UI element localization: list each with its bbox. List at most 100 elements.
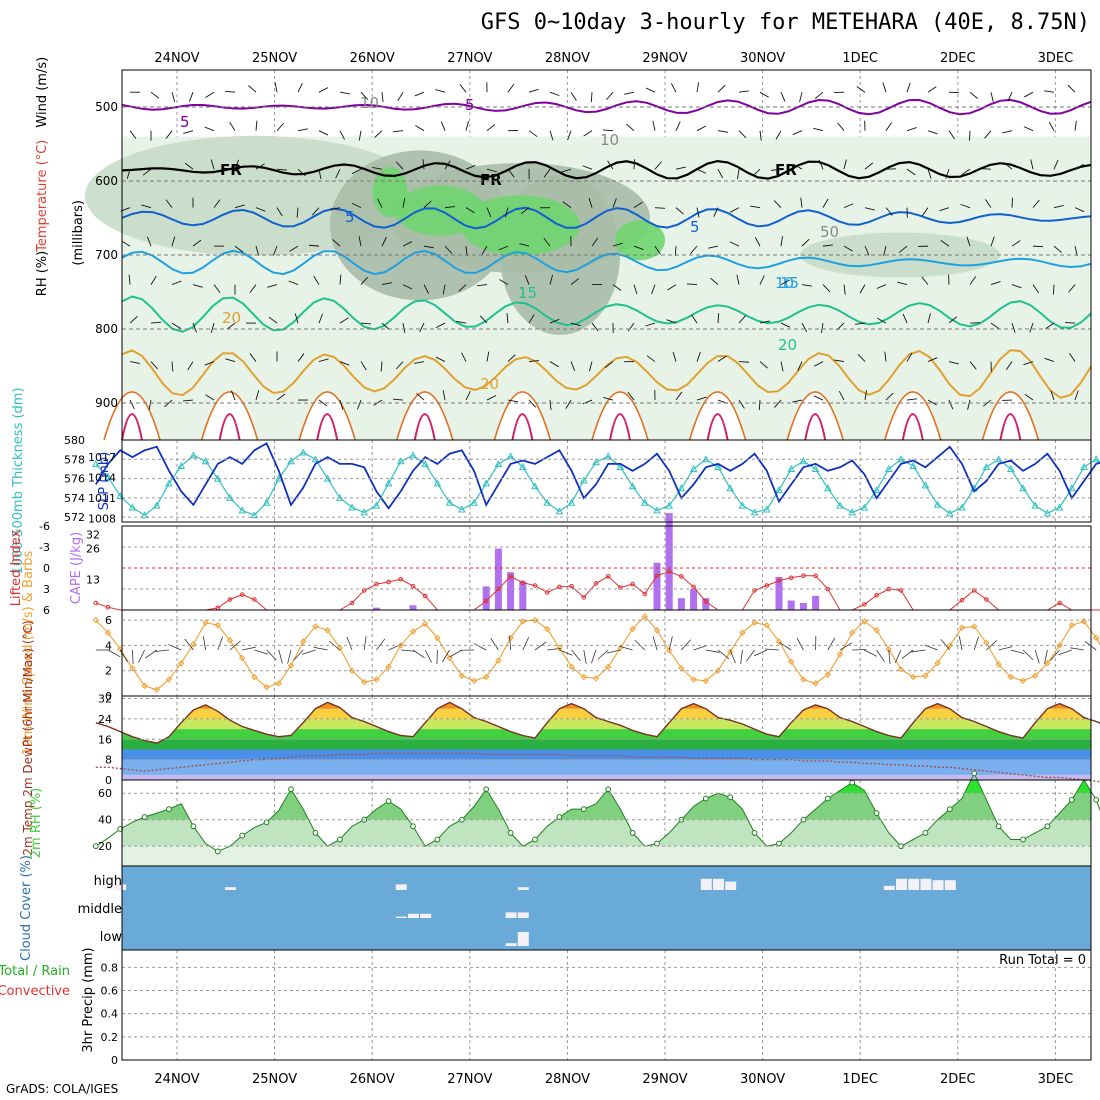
wind-barb (567, 130, 572, 141)
surface-wind-barb (412, 649, 425, 659)
wind-speed-point (812, 680, 819, 687)
cape-bar (677, 598, 685, 610)
rh-point (1020, 836, 1026, 843)
wind-barb (864, 390, 868, 401)
wind-barb (504, 207, 509, 218)
cloud-bar (395, 916, 407, 918)
cloud-bar (115, 884, 127, 890)
thickness-point (1067, 484, 1076, 492)
wind-barb (205, 91, 215, 98)
thickness-point (689, 464, 698, 472)
cloud-bar (713, 878, 724, 890)
rh-point (629, 830, 636, 836)
cloud-bar (103, 884, 114, 890)
temp-band (122, 718, 1091, 730)
warm-arc (591, 391, 649, 441)
wind-barb (736, 169, 740, 180)
rh-point (702, 795, 709, 802)
wind-barb (583, 130, 593, 137)
wind-barb (780, 92, 786, 102)
wind-barb (402, 284, 413, 290)
thickness-point (1019, 484, 1027, 492)
wind-barb (1048, 121, 1055, 131)
tick-label-precip: 0.6 (101, 985, 119, 998)
wind-barb (204, 126, 215, 132)
cape-bar (812, 595, 820, 610)
cape-bar (482, 586, 490, 610)
warm-arc (786, 391, 844, 441)
tick-label-slp: 1014 (88, 472, 116, 485)
wind-barb (423, 245, 434, 249)
thickness-point (177, 462, 186, 470)
wind-barb (456, 320, 467, 324)
wind-speed-point (531, 616, 539, 624)
isotherm-line (121, 159, 1092, 180)
surface-wind-barb (876, 649, 885, 662)
wind-barb (1032, 199, 1040, 208)
thickness-point (250, 511, 259, 519)
cloud-level-label: middle (78, 902, 122, 917)
date-label-bottom: 25NOV (252, 1072, 297, 1087)
wind-barb (402, 241, 413, 247)
cape-bar (690, 588, 698, 610)
wind-barb (969, 91, 978, 99)
surface-wind-barb (376, 638, 386, 651)
rh-point (1068, 796, 1075, 803)
wind-barb (351, 168, 362, 175)
wind-barb (775, 130, 782, 140)
wind-barb (360, 91, 369, 100)
thickness-point (726, 484, 735, 492)
contour-label: FR (220, 161, 242, 179)
wind-barb (717, 84, 726, 93)
wind-barb (171, 92, 176, 102)
wind-barb (752, 168, 761, 177)
wind-speed-point (897, 666, 905, 673)
wind-barb (1053, 284, 1055, 295)
surface-wind-barb (242, 646, 256, 651)
tick-label-temp: 8 (105, 754, 112, 767)
tick-label-wind: 6 (105, 614, 112, 627)
tick-label-slp: 1011 (88, 492, 116, 505)
surface-wind-barb (1010, 649, 1025, 655)
wind-barb (276, 393, 286, 401)
wind-barb (276, 207, 283, 217)
wind-speed-point (946, 642, 954, 649)
surface-wind-barb (278, 649, 283, 664)
wind-barb (549, 318, 560, 324)
cape-bar (653, 562, 661, 610)
wind-barb (289, 245, 299, 252)
rh-shade-blob (615, 220, 665, 261)
tick-label-thickness: 576 (64, 473, 85, 486)
axis-title-wind: Wind (m/s) (35, 57, 50, 128)
thickness-point (470, 498, 478, 506)
thickness-point (665, 501, 674, 509)
date-label-top: 1DEC (842, 51, 878, 66)
thickness-point (823, 484, 832, 492)
wind-barb (465, 246, 468, 257)
wind-speed-point (238, 654, 246, 662)
wind-barb (859, 284, 866, 294)
cloud-bar (408, 913, 419, 918)
wind-barb (588, 361, 593, 372)
tick-label-wind: 0 (105, 690, 112, 703)
wind-barb (183, 130, 194, 134)
wind-barb (234, 159, 240, 170)
cloud-bar (932, 880, 944, 890)
surface-wind-barb (203, 636, 206, 651)
surface-wind-barb (986, 640, 997, 651)
wind-barb (582, 165, 593, 170)
wind-barb (982, 399, 992, 407)
wind-barb (129, 399, 135, 410)
rh-point (580, 806, 587, 813)
thickness-point (775, 486, 783, 494)
wind-barb (948, 91, 960, 94)
lifted-index-point (642, 591, 648, 597)
wind-speed-point (1031, 672, 1039, 679)
wind-barb (318, 313, 324, 324)
surface-wind-barb (1058, 649, 1072, 656)
wind-speed-point (604, 663, 612, 671)
rh-point (190, 823, 197, 830)
contour-label: 15 (518, 284, 537, 302)
wind-barb (1005, 361, 1013, 371)
tick-label-lifted: -3 (39, 541, 50, 554)
